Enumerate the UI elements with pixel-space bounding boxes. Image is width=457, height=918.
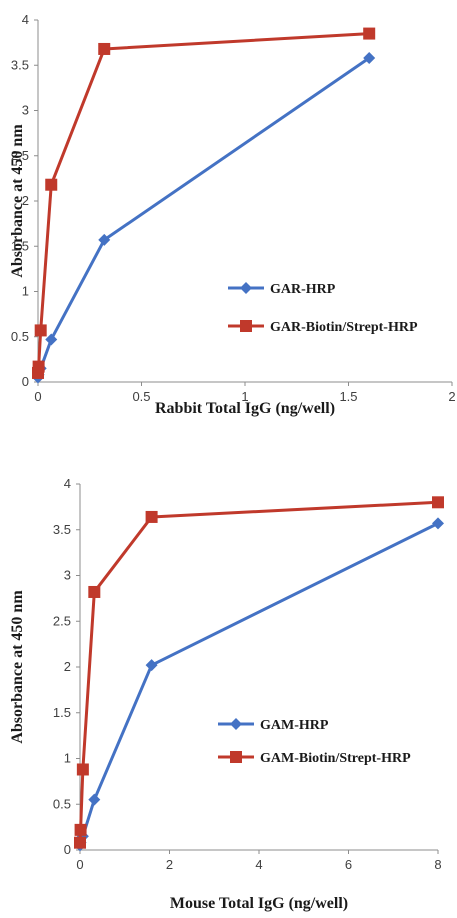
chart-rabbit-igg: 0 0.5 1 1.5 2 2.5 3 3.5 4 0 0.5 1 1.5 2 Rabbit Total I… bbox=[9, 12, 456, 417]
data-point-square bbox=[363, 27, 376, 40]
y-tick-label: 1 bbox=[22, 284, 29, 299]
y-tick-label: 2 bbox=[64, 659, 71, 674]
data-point-square bbox=[74, 823, 87, 836]
y-tick-label: 0 bbox=[64, 842, 71, 857]
y-tick-label: 0.5 bbox=[11, 329, 29, 344]
y-axis-label: Absorbance at 450 nm bbox=[9, 124, 26, 278]
series-line-1 bbox=[78, 500, 439, 843]
legend-marker-diamond bbox=[230, 718, 242, 730]
data-point-square bbox=[98, 42, 111, 55]
legend-marker-square bbox=[240, 320, 252, 332]
data-point-square bbox=[34, 324, 47, 337]
y-tick-label: 3.5 bbox=[53, 522, 71, 537]
x-tick-label: 2 bbox=[166, 857, 173, 872]
x-tick-label: 1 bbox=[241, 389, 248, 404]
data-point-square bbox=[88, 585, 101, 598]
y-tick-label: 3.5 bbox=[11, 57, 29, 72]
x-tick-label: 0.5 bbox=[132, 389, 150, 404]
y-tick-label: 2 bbox=[22, 193, 29, 208]
y-tick-label: 1.5 bbox=[11, 238, 29, 253]
data-point-diamond bbox=[88, 793, 101, 806]
y-tick-label: 3 bbox=[64, 568, 71, 583]
x-axis-label: Mouse Total IgG (ng/well) bbox=[170, 895, 348, 912]
x-tick-label: 0 bbox=[76, 857, 83, 872]
x-tick-label: 6 bbox=[345, 857, 352, 872]
data-point-square bbox=[145, 510, 158, 523]
x-tick-label: 4 bbox=[255, 857, 262, 872]
x-tick-label: 2 bbox=[448, 389, 455, 404]
data-point-diamond bbox=[363, 52, 376, 65]
legend-label: GAR-HRP bbox=[270, 282, 336, 297]
legend-label: GAM-HRP bbox=[260, 718, 329, 733]
x-tick-label: 1.5 bbox=[339, 389, 357, 404]
y-tick-label: 0 bbox=[22, 374, 29, 389]
legend-marker-square bbox=[230, 751, 242, 763]
y-tick-label: 1 bbox=[64, 751, 71, 766]
legend-label: GAR-Biotin/Strept-HRP bbox=[270, 320, 418, 335]
data-point-square bbox=[45, 178, 58, 191]
y-axis-label: Absorbance at 450 nm bbox=[9, 590, 26, 744]
y-tick-label: 1.5 bbox=[53, 705, 71, 720]
legend-label: GAM-Biotin/Strept-HRP bbox=[260, 751, 411, 766]
x-tick-label: 0 bbox=[34, 389, 41, 404]
legend-marker-diamond bbox=[240, 282, 252, 294]
x-axis-label: Rabbit Total IgG (ng/well) bbox=[155, 400, 335, 417]
x-tick-label: 8 bbox=[434, 857, 441, 872]
y-tick-label: 2.5 bbox=[11, 148, 29, 163]
data-point-square bbox=[432, 496, 444, 509]
data-point-diamond bbox=[98, 233, 111, 246]
data-point-square bbox=[74, 836, 86, 849]
y-tick-label: 3 bbox=[22, 103, 29, 118]
data-point-square bbox=[32, 360, 45, 373]
y-tick-label: 0.5 bbox=[53, 796, 71, 811]
y-tick-label: 4 bbox=[64, 476, 71, 491]
data-point-diamond bbox=[45, 333, 58, 346]
data-point-square bbox=[76, 763, 89, 776]
series-line-0 bbox=[78, 522, 439, 846]
data-point-diamond bbox=[145, 659, 158, 672]
y-tick-label: 2.5 bbox=[53, 613, 71, 628]
y-tick-label: 4 bbox=[22, 12, 29, 27]
chart-mouse-igg: 0 0.5 1 1.5 2 2.5 3 3.5 4 0 2 4 6 8 Mouse Total IgG (n… bbox=[9, 476, 444, 912]
data-point-diamond bbox=[432, 517, 444, 530]
